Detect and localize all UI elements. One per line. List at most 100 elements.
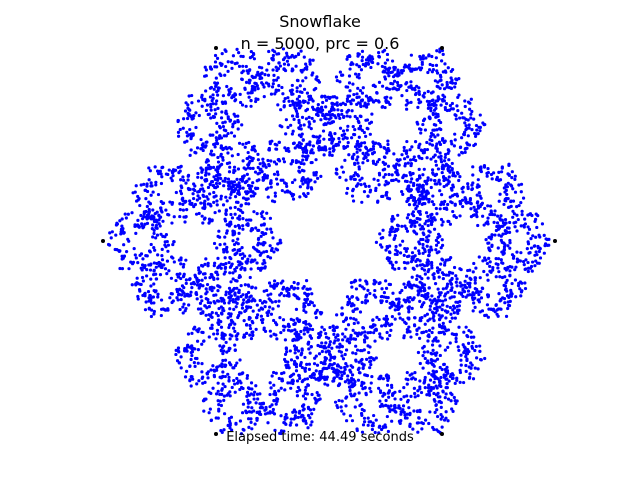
scatter-point bbox=[493, 233, 497, 237]
scatter-point bbox=[346, 302, 350, 307]
scatter-point bbox=[441, 93, 445, 97]
scatter-point bbox=[188, 127, 192, 132]
scatter-point bbox=[383, 183, 387, 187]
scatter-point bbox=[407, 300, 411, 304]
scatter-point bbox=[176, 275, 180, 279]
scatter-point bbox=[451, 376, 455, 380]
scatter-point bbox=[283, 96, 287, 101]
scatter-point bbox=[251, 194, 256, 198]
scatter-point bbox=[354, 287, 359, 291]
scatter-point bbox=[442, 140, 446, 145]
scatter-point bbox=[420, 421, 424, 425]
scatter-point bbox=[388, 66, 392, 70]
scatter-point bbox=[269, 159, 273, 163]
scatter-point bbox=[519, 190, 523, 194]
scatter-point bbox=[440, 271, 445, 275]
scatter-point bbox=[484, 238, 488, 242]
scatter-point bbox=[478, 357, 483, 362]
scatter-point bbox=[463, 121, 467, 125]
scatter-point bbox=[513, 278, 518, 282]
scatter-point bbox=[199, 307, 203, 311]
scatter-point bbox=[196, 190, 200, 194]
scatter-point bbox=[435, 49, 439, 53]
scatter-point bbox=[291, 129, 295, 133]
scatter-point bbox=[206, 261, 210, 265]
scatter-point bbox=[499, 258, 503, 262]
scatter-point bbox=[292, 280, 296, 285]
scatter-point bbox=[233, 212, 237, 216]
scatter-point bbox=[515, 257, 519, 261]
scatter-point bbox=[268, 305, 272, 309]
scatter-point bbox=[211, 115, 216, 119]
scatter-point bbox=[156, 295, 160, 299]
scatter-point bbox=[180, 284, 185, 288]
scatter-point bbox=[183, 215, 188, 219]
scatter-point bbox=[345, 186, 350, 191]
scatter-point bbox=[526, 242, 531, 246]
scatter-point bbox=[271, 236, 275, 240]
scatter-point bbox=[383, 48, 387, 52]
scatter-point bbox=[275, 182, 280, 186]
scatter-point bbox=[432, 128, 437, 132]
scatter-point bbox=[384, 98, 388, 102]
scatter-point bbox=[459, 358, 463, 362]
scatter-point bbox=[337, 136, 341, 141]
scatter-point bbox=[426, 291, 430, 296]
scatter-point bbox=[481, 286, 485, 291]
scatter-point bbox=[296, 52, 301, 57]
scatter-point bbox=[445, 365, 449, 370]
scatter-point bbox=[136, 294, 140, 299]
scatter-point bbox=[405, 247, 409, 251]
scatter-point bbox=[468, 372, 472, 376]
scatter-point bbox=[252, 397, 256, 401]
scatter-point bbox=[302, 284, 306, 289]
scatter-point bbox=[256, 237, 261, 241]
scatter-point bbox=[420, 267, 424, 271]
scatter-point bbox=[348, 115, 352, 119]
scatter-point bbox=[436, 295, 441, 299]
scatter-point bbox=[190, 353, 194, 358]
scatter-point bbox=[345, 364, 349, 368]
scatter-point bbox=[453, 399, 457, 403]
scatter-point bbox=[364, 373, 368, 377]
scatter-point bbox=[145, 189, 150, 194]
scatter-point bbox=[367, 184, 371, 188]
scatter-point bbox=[442, 87, 447, 91]
scatter-point bbox=[433, 410, 437, 415]
scatter-point bbox=[270, 85, 275, 89]
scatter-point bbox=[504, 268, 508, 272]
scatter-point bbox=[352, 317, 356, 321]
scatter-point bbox=[458, 380, 462, 384]
scatter-point bbox=[498, 307, 502, 311]
scatter-point bbox=[381, 404, 385, 408]
scatter-point bbox=[272, 73, 276, 77]
scatter-point bbox=[335, 96, 339, 100]
scatter-point bbox=[470, 128, 474, 132]
scatter-point bbox=[426, 70, 430, 75]
scatter-point bbox=[211, 165, 216, 170]
scatter-point bbox=[390, 59, 395, 63]
scatter-point bbox=[433, 282, 438, 286]
scatter-point bbox=[260, 401, 264, 406]
scatter-point bbox=[387, 250, 392, 254]
scatter-point bbox=[255, 410, 259, 414]
scatter-point bbox=[384, 314, 389, 318]
scatter-point bbox=[223, 219, 228, 223]
scatter-point bbox=[456, 308, 460, 312]
scatter-point bbox=[421, 237, 425, 242]
scatter-point bbox=[418, 200, 422, 204]
scatter-point bbox=[227, 301, 231, 305]
scatter-point bbox=[358, 278, 362, 282]
scatter-point bbox=[222, 349, 226, 353]
scatter-point bbox=[228, 346, 232, 351]
scatter-point bbox=[120, 224, 124, 228]
scatter-point bbox=[296, 281, 300, 286]
scatter-point bbox=[374, 98, 378, 103]
scatter-point bbox=[217, 322, 221, 327]
scatter-point bbox=[255, 212, 259, 216]
scatter-point bbox=[279, 330, 283, 335]
scatter-point bbox=[336, 333, 340, 338]
scatter-point bbox=[408, 424, 412, 429]
scatter-point bbox=[272, 383, 276, 387]
scatter-point bbox=[426, 258, 430, 262]
